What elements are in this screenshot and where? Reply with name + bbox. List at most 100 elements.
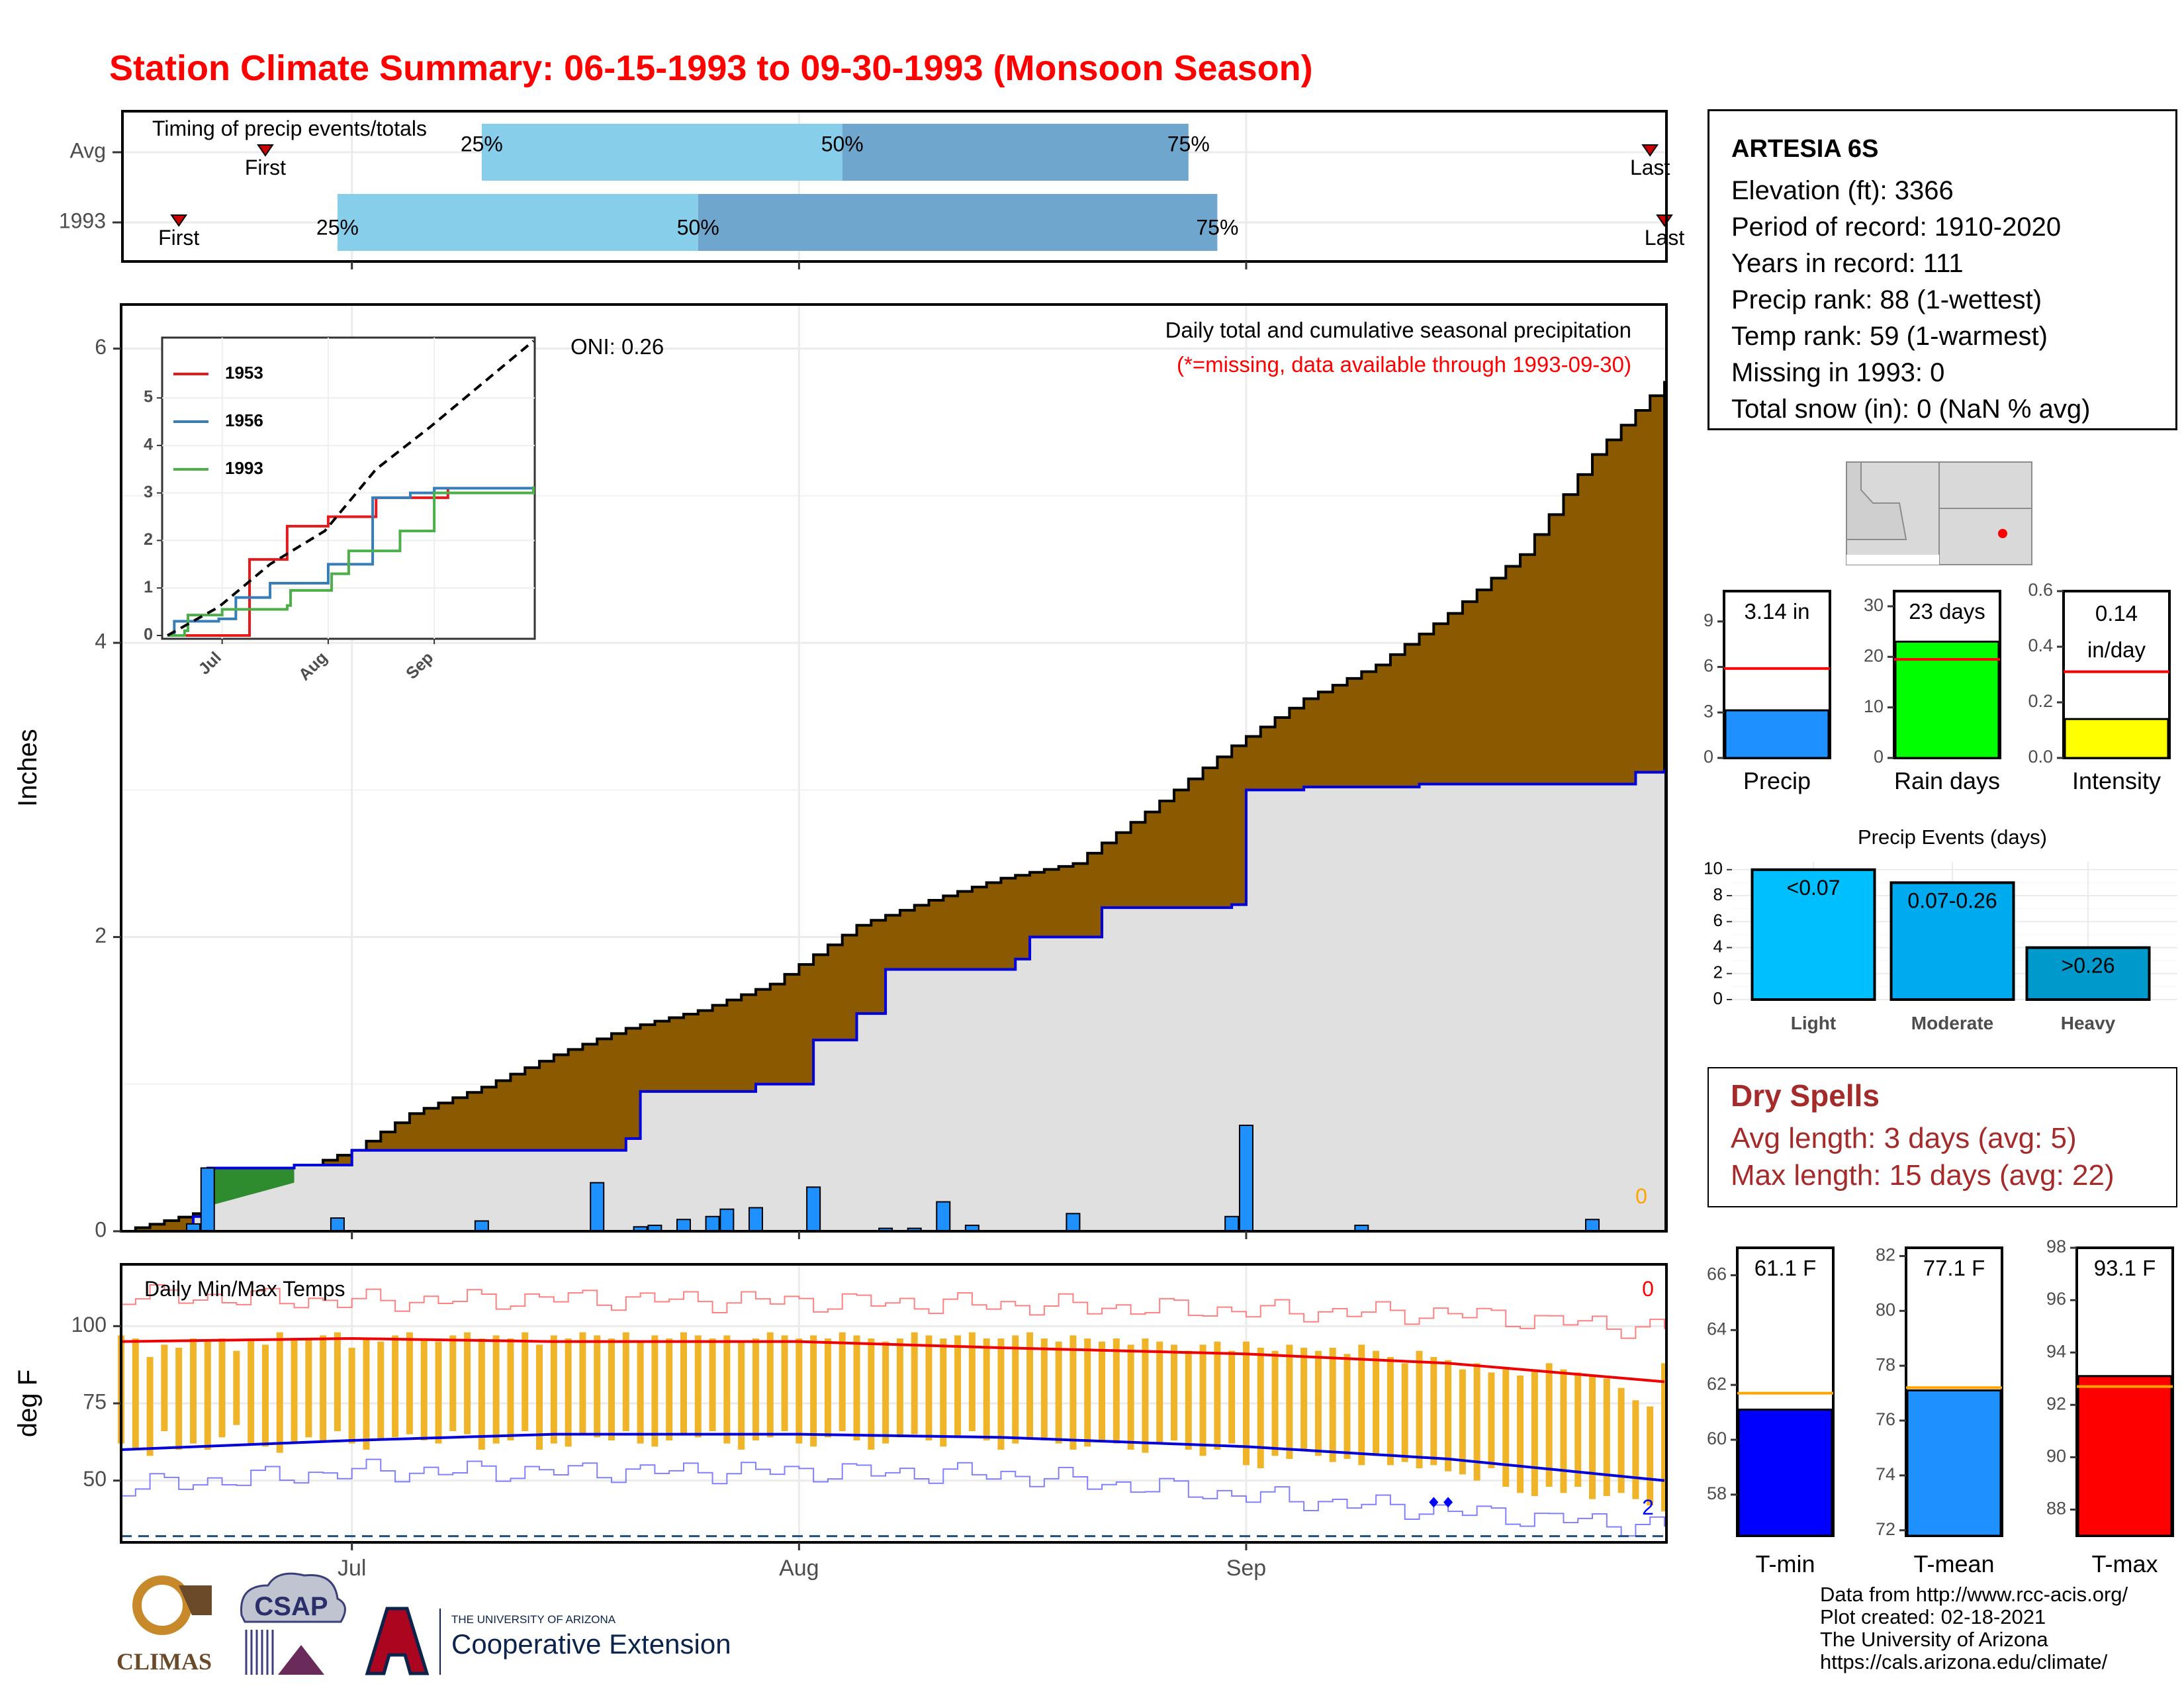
temp-range-bar	[839, 1332, 846, 1431]
tempbar-ytick-label: 74	[1876, 1464, 1895, 1484]
logos: CLIMAS CSAP THE UNIVERSITY OF ARIZONA Coope…	[116, 1572, 731, 1675]
temp-range-bar	[406, 1332, 413, 1434]
temp-range-bar	[824, 1338, 831, 1438]
credits: Data from http://www.rcc-acis.org/ Plot …	[1820, 1583, 2128, 1673]
temp-range-bar	[896, 1338, 903, 1438]
summary-bar-value	[1894, 640, 2000, 759]
tempbar-label: T-max	[2091, 1550, 2158, 1577]
timing-row-label: Avg	[69, 138, 106, 162]
temp-range-bar	[738, 1341, 745, 1450]
temp-range-bar	[1257, 1348, 1264, 1468]
summary-ytick-label: 0.6	[2028, 580, 2053, 600]
tempbar-value	[1737, 1408, 1833, 1537]
temp-range-bar	[694, 1335, 702, 1438]
info-snow: Total snow (in): 0 (NaN % avg)	[1731, 395, 2091, 424]
first-label: First	[158, 226, 199, 250]
temp-range-bar	[1314, 1350, 1322, 1456]
summary-bar-value	[2064, 718, 2169, 759]
precip-border	[120, 303, 1668, 1233]
temp-range-bar	[1574, 1372, 1582, 1487]
events-ytick-label: 10	[1704, 859, 1723, 878]
temp-range-bar	[1545, 1363, 1553, 1487]
temp-ytick-label: 100	[71, 1313, 107, 1336]
inset-ytick-label: 2	[144, 530, 153, 549]
temp-range-bar	[723, 1335, 731, 1444]
avg-low-line	[120, 1432, 1665, 1482]
summary-ytick-label: 6	[1704, 656, 1713, 676]
temp-range-bar	[1502, 1369, 1510, 1487]
info-elevation: Elevation (ft): 3366	[1731, 176, 1954, 205]
last-label: Last	[1645, 226, 1685, 250]
csap-logo-text: CSAP	[254, 1592, 328, 1621]
temp-range-bar	[449, 1335, 457, 1431]
temp-range-bar	[233, 1350, 240, 1425]
temp-range-bar	[218, 1338, 226, 1438]
temp-range-bar	[1300, 1348, 1308, 1450]
temp-range-bar	[161, 1344, 168, 1431]
summary-label: Intensity	[2072, 767, 2161, 794]
temp-range-bar	[363, 1338, 370, 1450]
tempbar-value-text: 93.1 F	[2094, 1256, 2156, 1280]
timing-pct-label: 75%	[1167, 132, 1210, 156]
temp-range-bar	[146, 1357, 154, 1456]
temp-range-bar	[940, 1338, 947, 1447]
credit-data-source: Data from http://www.rcc-acis.org/	[1820, 1583, 2128, 1606]
inset-series-1956	[167, 487, 535, 637]
inset-series-reference	[167, 340, 535, 637]
info-temp-rank: Temp rank: 59 (1-warmest)	[1731, 322, 2048, 351]
tempbar-value	[1906, 1389, 2002, 1537]
summary-ytick-label: 0	[1874, 747, 1884, 767]
dry-max-length: Max length: 15 days (avg: 22)	[1731, 1159, 2115, 1192]
temp-range-bar	[1271, 1350, 1279, 1456]
station-info-box: ARTESIA 6S Elevation (ft): 3366 Period o…	[1707, 109, 2177, 430]
timing-row-label: 1993	[59, 209, 106, 232]
precip-ytick-label: 4	[95, 630, 107, 653]
precip-ytick-label: 2	[95, 923, 107, 947]
daily-precip-bar	[936, 1201, 951, 1232]
page-title: Station Climate Summary: 06-15-1993 to 0…	[109, 48, 1313, 88]
temp-range-bar	[1401, 1363, 1408, 1462]
first-marker	[257, 144, 274, 157]
timing-bar-q1	[481, 124, 842, 181]
temp-range-bar	[796, 1338, 803, 1444]
info-years: Years in record: 111	[1731, 249, 1964, 278]
precip-events-chart: Precip Events (days) <0.07 Light 0.07-0.26 M…	[1704, 825, 2177, 1033]
last-label: Last	[1630, 156, 1670, 179]
dry-spells-title: Dry Spells	[1731, 1078, 1880, 1113]
temp-range-bar	[680, 1332, 687, 1434]
last-marker	[1656, 214, 1673, 227]
summary-bars: 3.14 in 0 3 6 9 Precip 23 days 0 10 20 30 Rain days…	[1704, 580, 2171, 794]
events-bar	[1889, 881, 2015, 1002]
ua-logo-small-text: THE UNIVERSITY OF ARIZONA	[451, 1613, 616, 1626]
timing-label: Timing of precip events/totals	[152, 117, 427, 140]
tempbar-ytick-label: 62	[1707, 1374, 1727, 1393]
temp-range-bar	[925, 1335, 933, 1440]
temp-range-bar	[1084, 1338, 1091, 1447]
temp-ytick-label: 75	[83, 1389, 107, 1413]
temp-range-bar	[1343, 1354, 1351, 1459]
timing-pct-label: 50%	[677, 215, 719, 239]
temp-corner-bottom: 2	[1642, 1495, 1654, 1519]
temp-range-bar	[853, 1335, 860, 1440]
ua-logo-icon	[365, 1607, 430, 1675]
record-low-line	[121, 1458, 1665, 1537]
temp-range-bar	[1517, 1376, 1524, 1493]
credit-url: https://cals.arizona.edu/climate/	[1820, 1650, 2108, 1673]
events-ytick-label: 0	[1713, 988, 1723, 1008]
temp-range-bar	[752, 1338, 759, 1440]
events-ytick-label: 4	[1713, 936, 1723, 956]
temp-range-bar	[954, 1335, 962, 1438]
temp-range-bar	[392, 1335, 399, 1438]
temp-range-bar	[1228, 1350, 1236, 1444]
tempbar-ytick-label: 66	[1707, 1264, 1727, 1284]
temp-range-bar	[175, 1348, 183, 1450]
observed-cumulative-line	[121, 769, 1666, 1233]
temp-range-bar	[1373, 1350, 1380, 1456]
climas-logo-text: CLIMAS	[116, 1648, 212, 1675]
temp-range-bar	[983, 1338, 990, 1440]
inset-legend-label: 1993	[225, 458, 263, 478]
temp-label: Daily Min/Max Temps	[144, 1277, 345, 1301]
temp-range-bar	[464, 1332, 471, 1434]
info-period: Period of record: 1910-2020	[1731, 212, 2062, 242]
